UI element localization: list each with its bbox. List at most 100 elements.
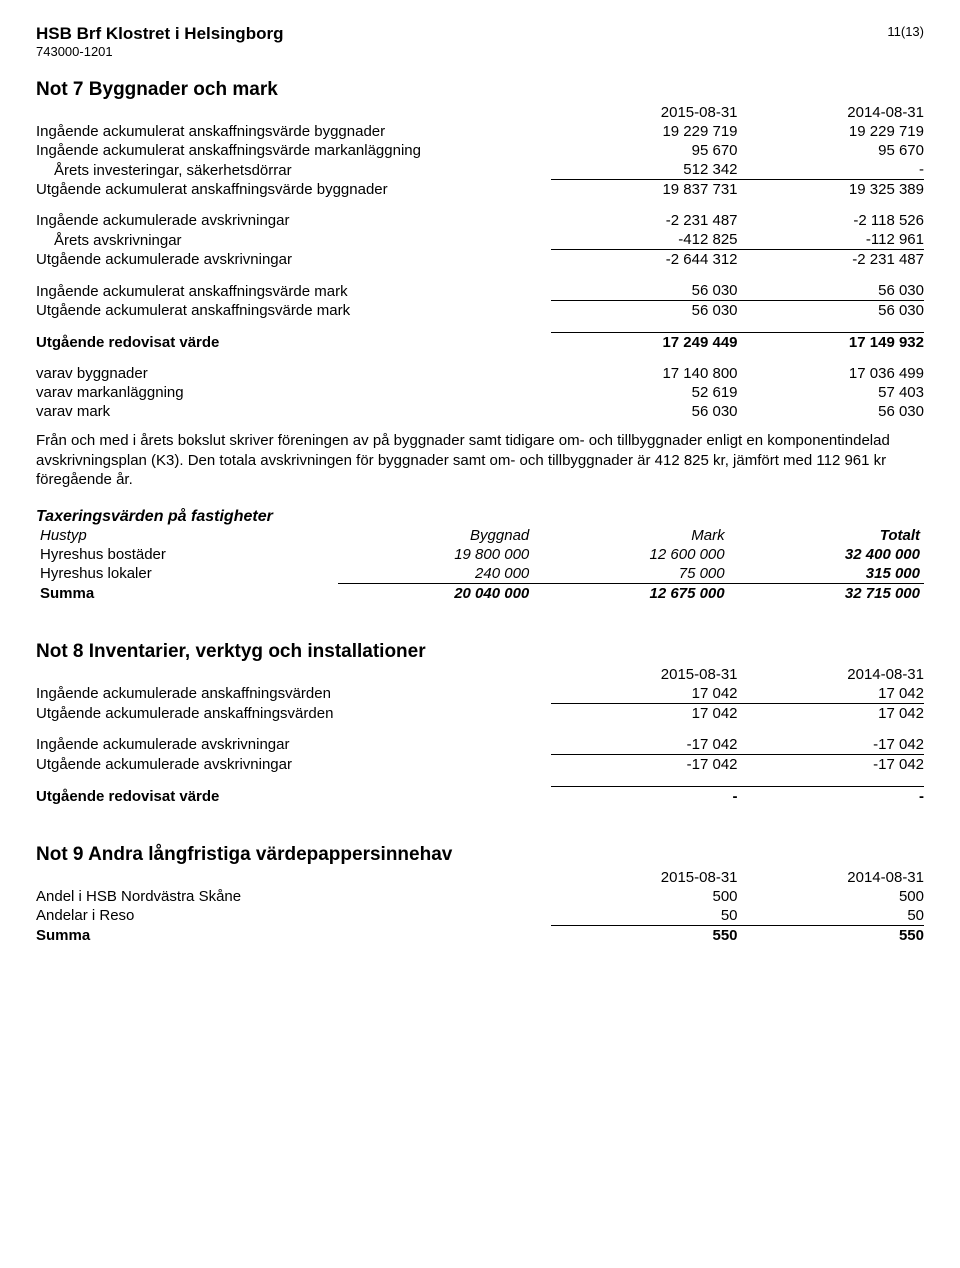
cell: 550 <box>738 925 924 945</box>
cell: 56 030 <box>551 402 737 421</box>
row-label: Ingående ackumulerat anskaffningsvärde m… <box>36 281 551 301</box>
row-label: Årets avskrivningar <box>36 230 551 250</box>
cell: 56 030 <box>551 281 737 301</box>
col-header: Hustyp <box>36 526 338 545</box>
table-row: Årets avskrivningar -412 825 -112 961 <box>36 230 924 250</box>
row-label: Utgående redovisat värde <box>36 333 551 353</box>
row-label: Årets investeringar, säkerhetsdörrar <box>36 160 551 180</box>
row-label: Utgående ackumulerade avskrivningar <box>36 250 551 270</box>
cell: 32 715 000 <box>729 583 924 603</box>
col-header-1: 2015-08-31 <box>551 665 737 684</box>
cell: -2 644 312 <box>551 250 737 270</box>
table-row: Ingående ackumulerade avskrivningar -17 … <box>36 735 924 755</box>
row-label: varav markanläggning <box>36 383 551 402</box>
cell: 17 042 <box>551 703 737 723</box>
note9-title: Not 9 Andra långfristiga värdepappersinn… <box>36 844 924 866</box>
table-row: 2015-08-31 2014-08-31 <box>36 103 924 122</box>
cell: -112 961 <box>738 230 924 250</box>
org-name: HSB Brf Klostret i Helsingborg <box>36 24 283 44</box>
cell: 17 042 <box>738 684 924 704</box>
cell: -2 118 526 <box>738 211 924 230</box>
row-label: Summa <box>36 583 338 603</box>
tax-heading: Taxeringsvärden på fastigheter <box>36 508 924 526</box>
table-row: Hyreshus bostäder 19 800 000 12 600 000 … <box>36 545 924 564</box>
cell: 19 800 000 <box>338 545 533 564</box>
row-label: Andelar i Reso <box>36 906 551 926</box>
col-header-2: 2014-08-31 <box>738 868 924 887</box>
row-label: Utgående ackumulerat anskaffningsvärde m… <box>36 301 551 321</box>
col-header: Mark <box>533 526 728 545</box>
cell: 500 <box>551 887 737 906</box>
tax-table: Hustyp Byggnad Mark Totalt Hyreshus bost… <box>36 526 924 603</box>
col-header: Byggnad <box>338 526 533 545</box>
org-id: 743000-1201 <box>36 44 283 59</box>
cell: 95 670 <box>738 141 924 160</box>
table-row: Årets investeringar, säkerhetsdörrar 512… <box>36 160 924 180</box>
note7-body-text: Från och med i årets bokslut skriver för… <box>36 431 924 490</box>
cell: 550 <box>551 925 737 945</box>
row-label: Ingående ackumulerat anskaffningsvärde b… <box>36 122 551 141</box>
table-row: varav mark 56 030 56 030 <box>36 402 924 421</box>
col-header-1: 2015-08-31 <box>551 103 737 122</box>
table-row: varav markanläggning 52 619 57 403 <box>36 383 924 402</box>
row-label: Utgående redovisat värde <box>36 786 551 806</box>
table-row: Utgående ackumulerade anskaffningsvärden… <box>36 703 924 723</box>
cell: 17 140 800 <box>551 364 737 383</box>
cell: 17 249 449 <box>551 333 737 353</box>
note8-table: 2015-08-31 2014-08-31 Ingående ackumuler… <box>36 665 924 806</box>
cell: 500 <box>738 887 924 906</box>
row-label: Ingående ackumulerade anskaffningsvärden <box>36 684 551 704</box>
col-header-1: 2015-08-31 <box>551 868 737 887</box>
cell: 32 400 000 <box>729 545 924 564</box>
row-label: Ingående ackumulerade avskrivningar <box>36 735 551 755</box>
table-row: Ingående ackumulerat anskaffningsvärde b… <box>36 122 924 141</box>
table-row: Utgående redovisat värde 17 249 449 17 1… <box>36 333 924 353</box>
cell: 240 000 <box>338 564 533 584</box>
cell: -17 042 <box>738 754 924 774</box>
table-row: varav byggnader 17 140 800 17 036 499 <box>36 364 924 383</box>
col-header: Totalt <box>729 526 924 545</box>
page-number: 11(13) <box>887 24 924 39</box>
row-label: Hyreshus lokaler <box>36 564 338 584</box>
col-header-2: 2014-08-31 <box>738 665 924 684</box>
table-row: Hyreshus lokaler 240 000 75 000 315 000 <box>36 564 924 584</box>
cell: -2 231 487 <box>738 250 924 270</box>
table-row: Hustyp Byggnad Mark Totalt <box>36 526 924 545</box>
cell: 56 030 <box>738 301 924 321</box>
table-row: Utgående redovisat värde - - <box>36 786 924 806</box>
cell: 75 000 <box>533 564 728 584</box>
table-row: Summa 20 040 000 12 675 000 32 715 000 <box>36 583 924 603</box>
table-row: Utgående ackumulerat anskaffningsvärde m… <box>36 301 924 321</box>
row-label: Ingående ackumulerade avskrivningar <box>36 211 551 230</box>
table-row: Utgående ackumulerat anskaffningsvärde b… <box>36 180 924 200</box>
cell: 17 036 499 <box>738 364 924 383</box>
row-label: varav byggnader <box>36 364 551 383</box>
note8-title: Not 8 Inventarier, verktyg och installat… <box>36 641 924 663</box>
cell: 512 342 <box>551 160 737 180</box>
row-label: Utgående ackumulerade avskrivningar <box>36 754 551 774</box>
cell: 56 030 <box>738 281 924 301</box>
cell: -412 825 <box>551 230 737 250</box>
table-row: 2015-08-31 2014-08-31 <box>36 665 924 684</box>
cell: 95 670 <box>551 141 737 160</box>
cell: 19 229 719 <box>738 122 924 141</box>
table-row: 2015-08-31 2014-08-31 <box>36 868 924 887</box>
cell: 19 837 731 <box>551 180 737 200</box>
cell: 19 229 719 <box>551 122 737 141</box>
cell: 17 149 932 <box>738 333 924 353</box>
table-row: Andel i HSB Nordvästra Skåne 500 500 <box>36 887 924 906</box>
table-row: Ingående ackumulerat anskaffningsvärde m… <box>36 281 924 301</box>
table-row: Summa 550 550 <box>36 925 924 945</box>
table-row: Ingående ackumulerat anskaffningsvärde m… <box>36 141 924 160</box>
cell: - <box>551 786 737 806</box>
cell: 56 030 <box>738 402 924 421</box>
note9-table: 2015-08-31 2014-08-31 Andel i HSB Nordvä… <box>36 868 924 945</box>
cell: 57 403 <box>738 383 924 402</box>
cell: -2 231 487 <box>551 211 737 230</box>
cell: 12 600 000 <box>533 545 728 564</box>
note7-title: Not 7 Byggnader och mark <box>36 79 924 101</box>
row-label: varav mark <box>36 402 551 421</box>
note7-table: 2015-08-31 2014-08-31 Ingående ackumuler… <box>36 103 924 421</box>
cell: 50 <box>551 906 737 926</box>
table-row: Utgående ackumulerade avskrivningar -17 … <box>36 754 924 774</box>
